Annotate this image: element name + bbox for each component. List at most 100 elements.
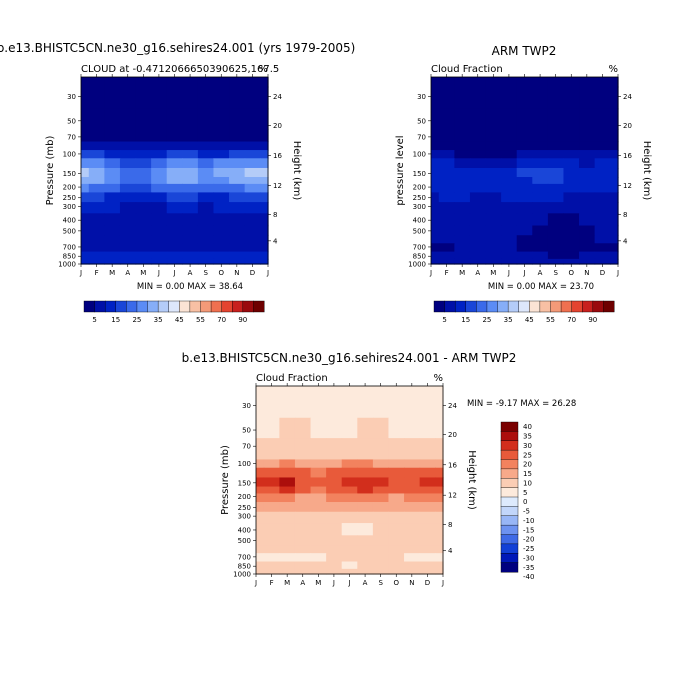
y2-tick-label: 12 — [623, 182, 632, 190]
field-cell — [563, 202, 580, 214]
field-cell — [326, 486, 343, 495]
field-cell — [256, 493, 265, 503]
field-cell — [532, 158, 549, 169]
field-cell — [563, 141, 580, 151]
x-tick-label: J — [266, 269, 269, 277]
field-cell — [435, 553, 444, 563]
field-cell — [229, 108, 246, 130]
field-cell — [310, 477, 327, 488]
field-cell — [88, 167, 105, 178]
field-cell — [419, 511, 436, 524]
field-cell — [279, 459, 296, 469]
field-cell — [454, 192, 471, 203]
field-cell — [485, 128, 502, 143]
y-tick-label: 70 — [417, 133, 426, 141]
field-cell — [435, 502, 444, 513]
field-cell — [372, 511, 390, 524]
field-cell — [279, 395, 296, 419]
colorbar-swatch — [603, 300, 615, 313]
field-cell — [81, 213, 90, 227]
field-cell — [263, 553, 280, 563]
field-cell — [326, 511, 343, 524]
colorbar-label: 5 — [92, 316, 96, 324]
field-cell — [213, 192, 230, 203]
colorbar-swatch — [507, 300, 520, 313]
field-cell — [104, 202, 121, 214]
field-cell — [532, 235, 549, 244]
field-cell — [244, 150, 261, 159]
field-cell — [310, 523, 327, 536]
field-cell — [182, 258, 199, 264]
field-cell — [263, 395, 280, 419]
field-cell — [547, 192, 565, 203]
field-cell — [563, 77, 580, 88]
field-cell — [310, 511, 327, 524]
field-cell — [310, 438, 327, 452]
field-cell — [438, 177, 455, 185]
field-cell — [182, 108, 199, 130]
field-cell — [294, 511, 312, 524]
colorbar-swatch — [500, 440, 519, 451]
y2-axis-label: Height (km) — [291, 141, 302, 201]
field-cell — [341, 450, 358, 461]
x-tick-label: S — [203, 269, 208, 277]
field-cell — [485, 225, 502, 236]
field-cell — [438, 167, 455, 178]
field-cell — [563, 258, 580, 264]
field-cell — [435, 467, 444, 479]
field-cell — [197, 177, 215, 185]
y-tick-label: 200 — [63, 184, 76, 192]
colorbar-swatch — [454, 300, 467, 313]
units-label: % — [433, 373, 443, 384]
field-cell — [579, 108, 596, 130]
field-cell — [404, 386, 421, 397]
field-cell — [579, 235, 596, 244]
colorbar-swatch — [539, 300, 551, 313]
field-cell — [260, 202, 269, 214]
colorbar-swatch — [500, 534, 519, 545]
field-cell — [256, 511, 265, 524]
field-cell — [294, 502, 312, 513]
field-cell — [579, 141, 596, 151]
field-cell — [119, 243, 137, 253]
y-tick-label: 50 — [242, 427, 251, 435]
field-cell — [469, 86, 487, 110]
field-cell — [501, 177, 518, 185]
field-cell — [279, 535, 296, 546]
colorbar-swatch — [497, 300, 509, 313]
y-tick-label: 1000 — [58, 261, 76, 269]
y-tick-label: 100 — [63, 150, 76, 158]
panel-title: b.e13.BHISTC5CN.ne30_g16.sehires24.001 (… — [0, 41, 355, 55]
y-tick-label: 200 — [413, 184, 426, 192]
field-cell — [81, 243, 90, 253]
y-tick-label: 850 — [413, 253, 426, 261]
y-tick-label: 70 — [242, 443, 251, 451]
field-cell — [372, 535, 390, 546]
colorbar-label: -20 — [523, 536, 534, 544]
field-cell — [81, 251, 90, 260]
colorbar-label: 35 — [154, 316, 163, 324]
field-cell — [229, 150, 246, 159]
colorbar-swatch — [147, 300, 159, 313]
field-cell — [213, 183, 230, 193]
field-cell — [485, 213, 502, 227]
field-cell — [182, 141, 199, 151]
field-cell — [357, 553, 374, 563]
field-cell — [244, 235, 261, 244]
field-cell — [182, 86, 199, 110]
field-cell — [372, 450, 390, 461]
field-cell — [260, 158, 269, 169]
colorbar-label: 20 — [523, 461, 532, 469]
field-cell — [404, 502, 421, 513]
field-cells — [431, 77, 619, 265]
field-cell — [435, 511, 444, 524]
field-cell — [501, 225, 518, 236]
field-cell — [501, 167, 518, 178]
field-cell — [310, 502, 327, 513]
y2-tick-label: 20 — [623, 122, 632, 130]
x-tick-label: J — [507, 269, 510, 277]
field-cell — [213, 108, 230, 130]
field-cell — [532, 86, 549, 110]
field-cell — [388, 450, 405, 461]
field-cell — [104, 183, 121, 193]
